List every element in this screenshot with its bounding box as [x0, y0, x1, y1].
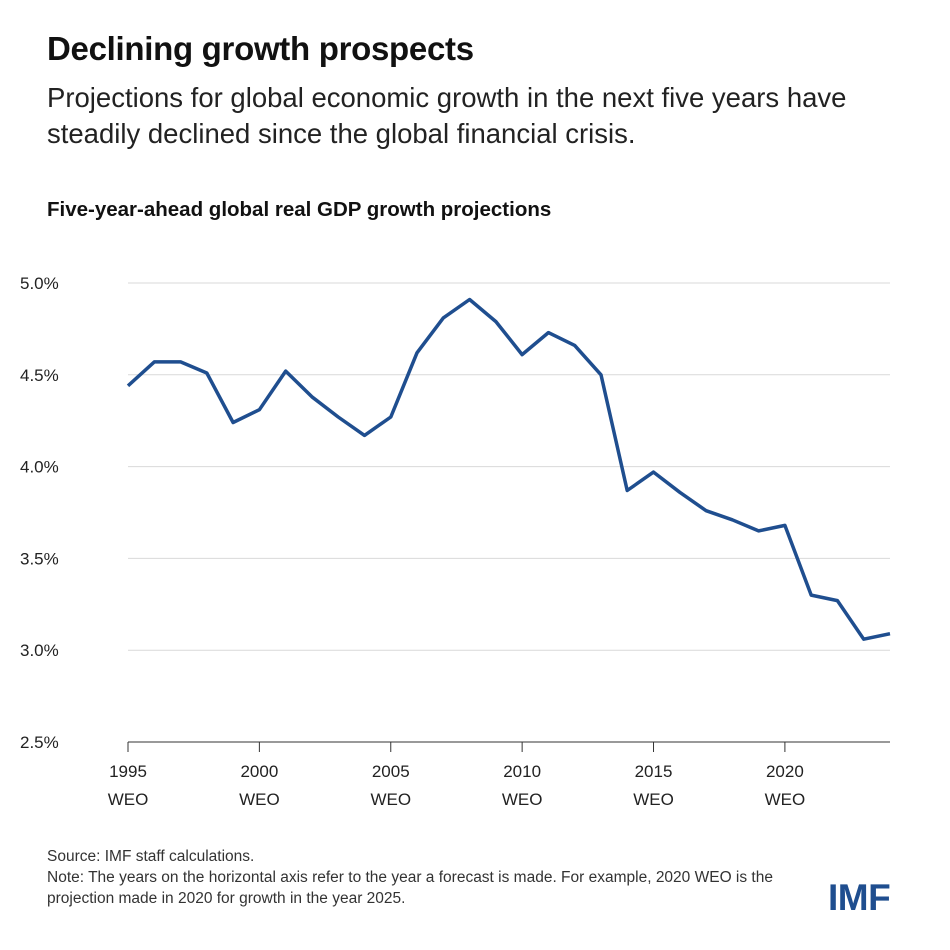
y-tick-label: 3.0% — [20, 641, 59, 660]
x-tick-label: 2020 — [766, 762, 804, 781]
chart-footer: Source: IMF staff calculations. Note: Th… — [47, 846, 807, 909]
y-tick-label: 2.5% — [20, 733, 59, 752]
x-tick-sublabel: WEO — [108, 790, 149, 809]
explanatory-note: Note: The years on the horizontal axis r… — [47, 869, 773, 907]
x-tick-label: 2005 — [372, 762, 410, 781]
x-tick-sublabel: WEO — [239, 790, 280, 809]
y-tick-label: 4.5% — [20, 366, 59, 385]
x-tick-label: 2010 — [503, 762, 541, 781]
x-tick-sublabel: WEO — [502, 790, 543, 809]
x-tick-sublabel: WEO — [370, 790, 411, 809]
source-note: Source: IMF staff calculations. — [47, 848, 255, 865]
page-subtitle: Projections for global economic growth i… — [47, 82, 847, 149]
x-tick-sublabel: WEO — [633, 790, 674, 809]
imf-logo: IMF — [828, 877, 891, 918]
series-line — [126, 297, 891, 641]
x-tick-label: 2000 — [240, 762, 278, 781]
chart-title: Five-year-ahead global real GDP growth p… — [47, 198, 552, 221]
x-tick-sublabel: WEO — [765, 790, 806, 809]
page-title: Declining growth prospects — [47, 30, 474, 67]
x-tick-label: 1995 — [109, 762, 147, 781]
x-tick-label: 2015 — [635, 762, 673, 781]
y-tick-label: 4.0% — [20, 458, 59, 477]
y-tick-label: 3.5% — [20, 549, 59, 568]
y-tick-label: 5.0% — [20, 274, 59, 293]
